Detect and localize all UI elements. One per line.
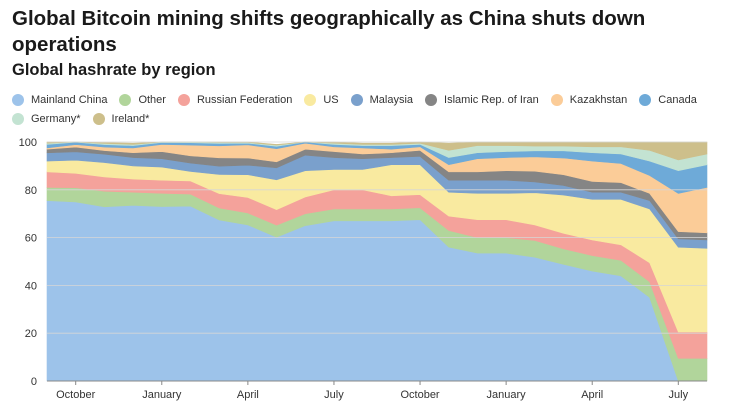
y-tick-label: 20 [25, 328, 37, 340]
legend-swatch [304, 93, 317, 106]
x-tick-label: July [324, 389, 344, 401]
chart-subtitle: Global hashrate by region [12, 61, 216, 79]
y-tick-label: 0 [31, 376, 37, 388]
legend-label: Canada [658, 93, 697, 106]
x-tick-label: October [56, 389, 95, 401]
legend-swatch [92, 112, 105, 125]
legend-item-kazakhstan: Kazakhstan [550, 93, 628, 106]
chart-title: Global Bitcoin mining shifts geographica… [12, 7, 646, 56]
area-series-group [46, 141, 708, 382]
legend-swatch [119, 93, 132, 106]
legend-item-mainland-china: Mainland China [12, 93, 108, 106]
legend-swatch [350, 93, 363, 106]
x-tick-label: January [142, 389, 182, 401]
y-axis-ticks: 0 20 40 60 80 100 [19, 137, 37, 388]
gridlines [47, 141, 707, 382]
y-tick-label: 60 [25, 233, 37, 245]
x-tick-label: January [487, 389, 527, 401]
legend-item-malaysia: Malaysia [350, 93, 414, 106]
legend-swatch [425, 93, 438, 106]
legend-label: US [323, 93, 339, 106]
legend-label: Kazakhstan [569, 93, 628, 106]
legend-item-ireland: Ireland* [92, 112, 150, 125]
legend-row: Mainland China Other Russian Federation US M… [12, 90, 727, 109]
legend-item-canada: Canada [639, 93, 697, 106]
y-tick-label: 100 [19, 137, 37, 149]
x-tick-label: July [669, 389, 689, 401]
legend-label: Ireland* [111, 112, 150, 125]
legend-label: Russian Federation [196, 93, 293, 106]
legend-item-other: Other [119, 93, 166, 106]
legend-item-islamic-rep-of-iran: Islamic Rep. of Iran [425, 93, 539, 106]
x-tick-label: October [400, 389, 439, 401]
legend-swatch [639, 93, 652, 106]
y-tick-label: 80 [25, 185, 37, 197]
legend-swatch [12, 112, 24, 125]
chart-legend: Mainland China Other Russian Federation US M… [12, 90, 727, 128]
legend-label: Germany* [31, 112, 81, 125]
x-axis-ticks: October January April July October January Apr… [56, 381, 689, 401]
y-tick-label: 40 [25, 280, 37, 292]
legend-row: Germany* Ireland* [12, 109, 727, 128]
x-tick-label: April [237, 389, 259, 401]
legend-item-us: US [304, 93, 339, 106]
legend-label: Islamic Rep. of Iran [444, 93, 539, 106]
legend-label: Mainland China [31, 93, 108, 106]
legend-label: Other [138, 93, 166, 106]
legend-label: Malaysia [369, 93, 414, 106]
legend-item-russian-federation: Russian Federation [177, 93, 293, 106]
area-ireland [46, 141, 708, 161]
x-tick-label: April [581, 389, 603, 401]
legend-swatch [12, 93, 24, 106]
legend-item-germany: Germany* [12, 112, 81, 125]
legend-swatch [177, 93, 190, 106]
legend-swatch [550, 93, 563, 106]
